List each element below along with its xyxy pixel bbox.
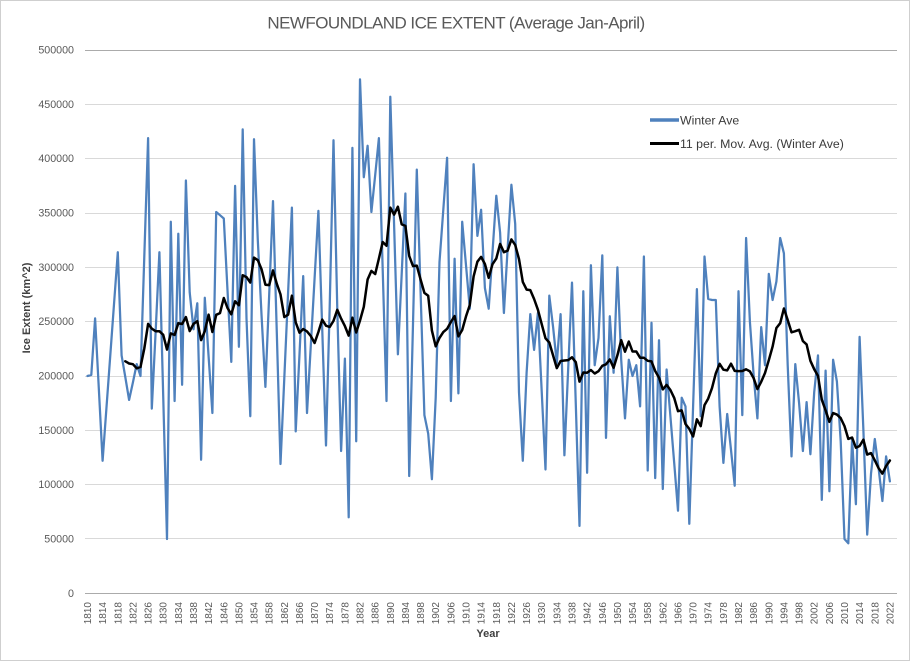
svg-text:1910: 1910 (462, 602, 473, 625)
svg-text:1950: 1950 (613, 602, 624, 625)
svg-text:1918: 1918 (492, 602, 503, 625)
svg-text:2022: 2022 (885, 602, 896, 625)
svg-text:1926: 1926 (522, 602, 533, 625)
svg-text:1922: 1922 (507, 602, 518, 625)
svg-text:Winter Ave: Winter Ave (680, 114, 739, 128)
svg-text:1874: 1874 (325, 602, 336, 625)
svg-text:2018: 2018 (870, 602, 881, 625)
svg-text:1850: 1850 (234, 602, 245, 625)
svg-text:1858: 1858 (265, 602, 276, 625)
svg-text:1906: 1906 (446, 602, 457, 625)
svg-text:1946: 1946 (598, 602, 609, 625)
svg-text:1870: 1870 (310, 602, 321, 625)
svg-text:1998: 1998 (795, 602, 806, 625)
svg-text:300000: 300000 (38, 262, 74, 274)
svg-text:100000: 100000 (38, 479, 74, 491)
svg-text:2002: 2002 (810, 602, 821, 625)
svg-text:Year: Year (476, 628, 500, 640)
svg-text:1962: 1962 (658, 602, 669, 625)
svg-text:1834: 1834 (174, 602, 185, 625)
svg-text:1938: 1938 (568, 602, 579, 625)
svg-text:1822: 1822 (128, 602, 139, 625)
svg-text:1914: 1914 (477, 602, 488, 625)
svg-text:1842: 1842 (204, 602, 215, 625)
svg-text:1818: 1818 (113, 602, 124, 625)
svg-text:1942: 1942 (583, 602, 594, 625)
svg-text:150000: 150000 (38, 425, 74, 437)
svg-text:400000: 400000 (38, 153, 74, 165)
svg-text:0: 0 (68, 588, 74, 600)
svg-text:1982: 1982 (734, 602, 745, 625)
svg-text:1990: 1990 (764, 602, 775, 625)
svg-text:1894: 1894 (401, 602, 412, 625)
svg-text:1810: 1810 (83, 602, 94, 625)
svg-text:2010: 2010 (840, 602, 851, 625)
svg-text:1854: 1854 (250, 602, 261, 625)
svg-text:1830: 1830 (159, 602, 170, 625)
svg-text:1986: 1986 (749, 602, 760, 625)
svg-text:1902: 1902 (431, 602, 442, 625)
svg-text:1978: 1978 (719, 602, 730, 625)
svg-text:200000: 200000 (38, 371, 74, 383)
svg-text:1886: 1886 (371, 602, 382, 625)
svg-text:NEWFOUNDLAND ICE EXTENT (Avera: NEWFOUNDLAND ICE EXTENT (Average Jan-Apr… (267, 14, 644, 33)
svg-text:250000: 250000 (38, 316, 74, 328)
svg-text:350000: 350000 (38, 208, 74, 220)
svg-text:1890: 1890 (386, 602, 397, 625)
svg-text:1930: 1930 (537, 602, 548, 625)
svg-text:1862: 1862 (280, 602, 291, 625)
svg-text:1878: 1878 (340, 602, 351, 625)
svg-text:1974: 1974 (704, 602, 715, 625)
svg-text:1970: 1970 (689, 602, 700, 625)
svg-text:1846: 1846 (219, 602, 230, 625)
svg-text:1882: 1882 (356, 602, 367, 625)
svg-text:1966: 1966 (674, 602, 685, 625)
svg-text:1814: 1814 (98, 602, 109, 625)
svg-text:1866: 1866 (295, 602, 306, 625)
svg-text:1994: 1994 (779, 602, 790, 625)
svg-text:450000: 450000 (38, 99, 74, 111)
svg-text:1898: 1898 (416, 602, 427, 625)
svg-text:1958: 1958 (643, 602, 654, 625)
svg-text:11 per. Mov. Avg. (Winter Ave): 11 per. Mov. Avg. (Winter Ave) (680, 137, 844, 151)
svg-text:Ice Extent (km^2): Ice Extent (km^2) (21, 262, 33, 353)
svg-text:1826: 1826 (144, 602, 155, 625)
svg-text:1954: 1954 (628, 602, 639, 625)
svg-text:500000: 500000 (38, 45, 74, 57)
svg-text:2006: 2006 (825, 602, 836, 625)
svg-text:1934: 1934 (552, 602, 563, 625)
svg-text:2014: 2014 (855, 602, 866, 625)
svg-text:50000: 50000 (44, 534, 74, 546)
svg-text:1838: 1838 (189, 602, 200, 625)
